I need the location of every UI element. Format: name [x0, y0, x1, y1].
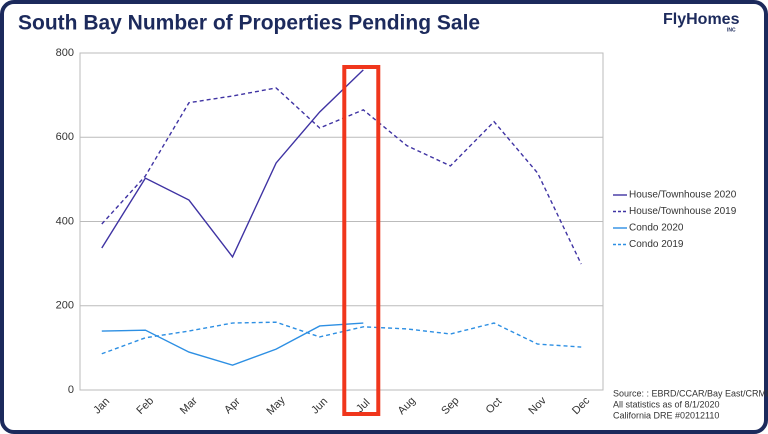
source-note: Source: : EBRD/CCAR/Bay East/CRMLS	[613, 388, 768, 398]
y-tick-label: 400	[56, 215, 74, 227]
y-tick-label: 800	[56, 47, 74, 59]
legend-label: House/Townhouse 2019	[629, 206, 737, 217]
series-line	[101, 69, 364, 259]
series-line	[101, 87, 582, 265]
legend-label: Condo 2020	[629, 223, 684, 234]
logo: FlyHomes	[663, 11, 740, 28]
chart-title: South Bay Number of Properties Pending S…	[18, 12, 480, 35]
legend-label: Condo 2019	[629, 239, 684, 250]
y-tick-label: 0	[68, 384, 74, 396]
y-tick-label: 200	[56, 300, 74, 312]
highlight-box	[342, 65, 381, 416]
logo-suffix: INC	[727, 27, 736, 33]
source-note: All statistics as of 8/1/2020	[613, 399, 720, 409]
series-line	[101, 322, 364, 366]
legend-label: House/Townhouse 2020	[629, 190, 737, 201]
y-tick-label: 600	[56, 131, 74, 143]
series-line	[101, 321, 582, 355]
source-note: California DRE #02012110	[613, 410, 719, 420]
